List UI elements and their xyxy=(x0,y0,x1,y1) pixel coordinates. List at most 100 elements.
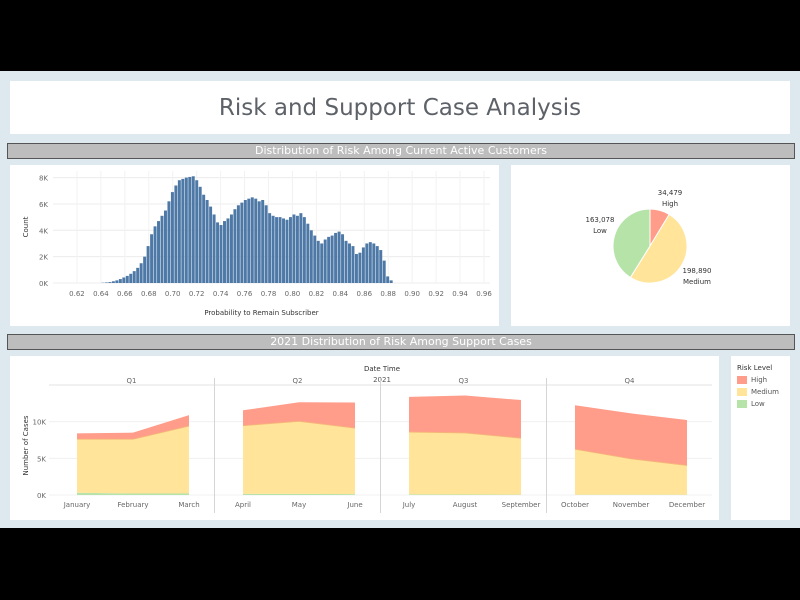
hist-bar[interactable] xyxy=(323,239,327,283)
hist-bar[interactable] xyxy=(302,217,306,283)
hist-bar[interactable] xyxy=(226,218,230,283)
hist-bar[interactable] xyxy=(337,231,341,283)
hist-bar[interactable] xyxy=(146,246,150,283)
area-band-low[interactable] xyxy=(409,494,521,495)
hist-bar[interactable] xyxy=(188,176,192,283)
area-band-low[interactable] xyxy=(243,493,355,495)
hist-bar[interactable] xyxy=(344,240,348,283)
area-band-medium[interactable] xyxy=(575,449,687,495)
hist-bar[interactable] xyxy=(115,280,119,283)
legend-item-high[interactable]: High xyxy=(737,376,767,384)
support-cases-area-chart[interactable]: Date Time 2021 Number of Cases 0K 5K 10K Q1 Jan… xyxy=(10,356,719,520)
hist-bar[interactable] xyxy=(160,215,164,283)
hist-bar[interactable] xyxy=(150,234,154,283)
pie-slice-medium[interactable] xyxy=(629,213,688,284)
probability-histogram[interactable]: 0K 2K 4K 6K 8K 0.62 0.64 0.66 0.68 0.70 0.72 0.74 0.… xyxy=(10,165,499,326)
hist-bar[interactable] xyxy=(288,217,292,283)
hist-bar[interactable] xyxy=(195,180,199,283)
hist-bar[interactable] xyxy=(163,210,167,283)
hist-bar[interactable] xyxy=(264,205,268,283)
hist-bar[interactable] xyxy=(379,250,383,283)
area-band-low[interactable] xyxy=(77,492,189,495)
hist-bar[interactable] xyxy=(372,243,376,283)
hist-bar[interactable] xyxy=(174,185,178,283)
hist-bar[interactable] xyxy=(292,214,296,283)
hist-bar[interactable] xyxy=(278,217,282,283)
hist-bar[interactable] xyxy=(254,198,258,283)
area-band-high[interactable] xyxy=(243,402,355,429)
hist-bar[interactable] xyxy=(139,263,143,283)
hist-bar[interactable] xyxy=(320,243,324,283)
hist-bar[interactable] xyxy=(386,276,390,283)
hist-bar[interactable] xyxy=(153,226,157,283)
hist-bar[interactable] xyxy=(111,281,115,283)
hist-bar[interactable] xyxy=(354,254,358,283)
hist-bar[interactable] xyxy=(233,209,237,283)
area-band-high[interactable] xyxy=(77,415,189,440)
hist-bar[interactable] xyxy=(104,282,108,283)
pie-slice-low[interactable] xyxy=(612,208,651,279)
hist-bar[interactable] xyxy=(205,199,209,283)
hist-bar[interactable] xyxy=(170,192,174,283)
hist-bar[interactable] xyxy=(341,234,345,283)
hist-bar[interactable] xyxy=(108,282,112,283)
hist-bar[interactable] xyxy=(361,247,365,283)
hist-bar[interactable] xyxy=(229,214,233,283)
hist-bar[interactable] xyxy=(143,256,147,283)
hist-bar[interactable] xyxy=(257,201,261,283)
hist-bar[interactable] xyxy=(389,280,393,283)
hist-bar[interactable] xyxy=(250,197,254,283)
hist-bar[interactable] xyxy=(275,217,279,283)
hist-bar[interactable] xyxy=(198,186,202,283)
hist-bar[interactable] xyxy=(212,214,216,283)
hist-bar[interactable] xyxy=(157,221,161,283)
hist-bar[interactable] xyxy=(330,235,334,283)
hist-bar[interactable] xyxy=(309,230,313,283)
hist-bar[interactable] xyxy=(209,206,213,283)
hist-bar[interactable] xyxy=(132,271,136,283)
hist-bar[interactable] xyxy=(202,194,206,283)
hist-bar[interactable] xyxy=(316,240,320,283)
hist-bar[interactable] xyxy=(351,246,355,283)
hist-bar[interactable] xyxy=(184,177,188,283)
area-band-medium[interactable] xyxy=(409,432,521,495)
hist-bar[interactable] xyxy=(219,225,223,283)
hist-bar[interactable] xyxy=(348,243,351,283)
hist-bar[interactable] xyxy=(375,246,379,283)
hist-bar[interactable] xyxy=(295,215,299,283)
hist-bar[interactable] xyxy=(216,222,220,283)
hist-bar[interactable] xyxy=(334,232,338,283)
hist-bar[interactable] xyxy=(118,279,122,283)
hist-bar[interactable] xyxy=(223,221,226,283)
hist-bar[interactable] xyxy=(365,243,369,283)
hist-bar[interactable] xyxy=(382,260,386,283)
hist-bar[interactable] xyxy=(136,267,140,283)
legend-item-low[interactable]: Low xyxy=(737,400,765,408)
hist-bar[interactable] xyxy=(261,199,265,283)
risk-pie-chart[interactable]: 34,479 High 198,890 Medium 163,078 Low xyxy=(511,165,790,326)
hist-bar[interactable] xyxy=(285,219,289,283)
hist-bar[interactable] xyxy=(358,252,362,283)
hist-bar[interactable] xyxy=(268,213,272,283)
hist-bar[interactable] xyxy=(240,202,244,283)
hist-bar[interactable] xyxy=(191,176,195,283)
hist-bar[interactable] xyxy=(125,275,129,283)
hist-bar[interactable] xyxy=(243,199,247,283)
area-band-medium[interactable] xyxy=(243,421,355,495)
hist-bar[interactable] xyxy=(122,277,126,283)
area-band-high[interactable] xyxy=(409,395,521,439)
area-band-medium[interactable] xyxy=(77,426,189,494)
hist-bar[interactable] xyxy=(271,215,275,283)
hist-bar[interactable] xyxy=(177,180,181,283)
hist-bar[interactable] xyxy=(299,213,303,283)
hist-bar[interactable] xyxy=(236,205,240,283)
area-band-high[interactable] xyxy=(575,405,687,466)
hist-bar[interactable] xyxy=(368,242,372,283)
hist-bar[interactable] xyxy=(181,178,185,283)
hist-bar[interactable] xyxy=(167,201,171,283)
hist-bar[interactable] xyxy=(247,198,251,283)
hist-bar[interactable] xyxy=(327,236,331,283)
hist-bar[interactable] xyxy=(313,235,317,283)
hist-bar[interactable] xyxy=(306,223,310,283)
legend-item-medium[interactable]: Medium xyxy=(737,388,779,396)
